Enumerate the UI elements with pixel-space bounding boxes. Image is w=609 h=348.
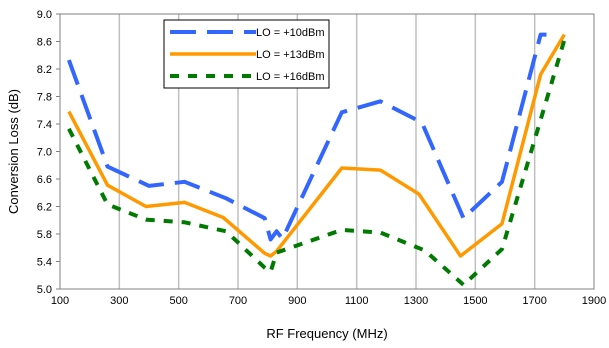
- y-tick-label: 5.4: [37, 257, 52, 269]
- x-axis-title: RF Frequency (MHz): [266, 326, 387, 341]
- x-tick-label: 1700: [522, 295, 546, 307]
- y-tick-label: 7.0: [37, 147, 52, 159]
- tick-layer: 100 300 500 700 900 1100 1300 1500 1700 1900 5.0 5.…: [37, 9, 607, 307]
- x-tick-label: 500: [169, 295, 187, 307]
- y-tick-label: 6.6: [37, 174, 52, 186]
- series-line-1: [67, 32, 547, 242]
- x-tick-label: 700: [229, 295, 247, 307]
- legend-label-1: LO = +10dBm: [256, 27, 325, 39]
- x-tick-label: 300: [110, 295, 128, 307]
- y-tick-label: 9.0: [37, 9, 52, 21]
- series-line-3: [67, 39, 567, 287]
- legend-label-3: LO = +16dBm: [256, 71, 325, 83]
- y-tick-label: 7.4: [37, 119, 52, 131]
- y-tick-label: 6.2: [37, 202, 52, 214]
- y-tick-label: 8.6: [37, 37, 52, 49]
- x-tick-label: 1900: [582, 295, 606, 307]
- y-tick-label: 7.8: [37, 92, 52, 104]
- y-tick-label: 5.8: [37, 229, 52, 241]
- series-layer: [67, 32, 567, 287]
- x-tick-label: 1100: [345, 295, 369, 307]
- y-axis-title: Conversion Loss (dB): [6, 89, 21, 214]
- y-tick-label: 8.2: [37, 64, 52, 76]
- x-tick-label: 1300: [404, 295, 428, 307]
- x-tick-label: 900: [288, 295, 306, 307]
- x-tick-label: 100: [51, 295, 69, 307]
- legend: LO = +10dBm LO = +13dBm LO = +16dBm: [163, 19, 330, 89]
- legend-label-2: LO = +13dBm: [256, 49, 325, 61]
- x-tick-label: 1500: [463, 295, 487, 307]
- y-tick-label: 5.0: [37, 284, 52, 296]
